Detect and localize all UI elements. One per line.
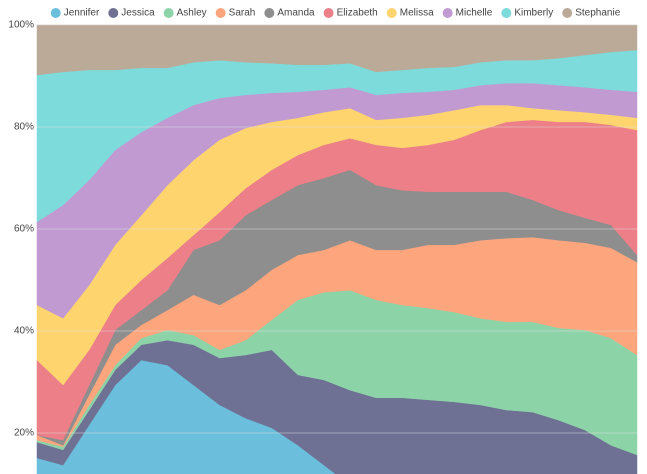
- legend-item: Sarah: [215, 8, 256, 19]
- labels: 20% 40% 60% 80% 100%: [8, 20, 34, 439]
- grid: [37, 24, 637, 434]
- legend-marker: [264, 8, 275, 18]
- legend-marker: [323, 8, 334, 18]
- areas: [36, 24, 638, 474]
- legend-marker: [163, 8, 174, 18]
- legend-marker: [386, 8, 397, 18]
- y-tick-label: 40%: [14, 326, 34, 337]
- legend-label: Kimberly: [514, 8, 553, 19]
- legend-item: Jennifer: [50, 8, 100, 19]
- legend-item: Kimberly: [501, 8, 553, 19]
- y-tick-label: 60%: [14, 224, 34, 235]
- y-tick-label: 80%: [14, 122, 34, 133]
- legend-item: Ashley: [163, 8, 207, 19]
- legend-marker: [50, 8, 61, 18]
- legend-label: Amanda: [277, 8, 315, 19]
- legend-label: Melissa: [400, 8, 434, 19]
- legend-item: Amanda: [264, 8, 315, 19]
- legend-item: Elizabeth: [323, 8, 378, 19]
- legend-item: Michelle: [442, 8, 493, 19]
- legend-label: Sarah: [229, 8, 256, 19]
- legend-item: Jessica: [108, 8, 155, 19]
- legend: Jennifer Jessica Ashley Sarah Amanda Elizabet…: [50, 8, 621, 19]
- legend-label: Jessica: [121, 8, 155, 19]
- legend-item: Melissa: [386, 8, 434, 19]
- legend-label: Stephanie: [575, 8, 620, 19]
- legend-marker: [442, 8, 453, 18]
- legend-label: Michelle: [456, 8, 493, 19]
- legend-marker: [501, 8, 512, 18]
- y-tick-label: 100%: [8, 20, 34, 31]
- legend-marker: [215, 8, 226, 18]
- legend-item: Stephanie: [562, 8, 621, 19]
- legend-marker: [108, 8, 119, 18]
- legend-label: Elizabeth: [337, 8, 378, 19]
- legend-marker: [562, 8, 573, 18]
- y-tick-label: 20%: [14, 428, 34, 439]
- legend-label: Ashley: [177, 8, 207, 19]
- legend-label: Jennifer: [64, 8, 100, 19]
